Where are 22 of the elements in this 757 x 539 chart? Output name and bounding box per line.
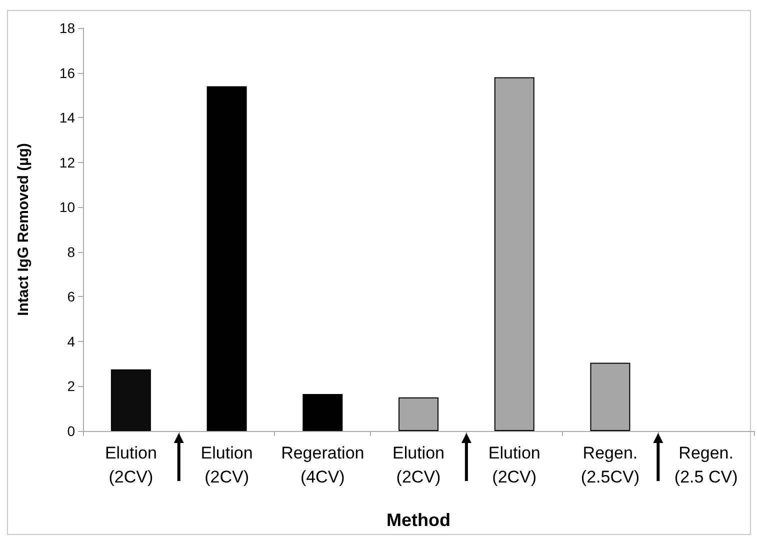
y-tick-label: 12 <box>59 154 76 170</box>
y-tick-label: 6 <box>67 288 76 305</box>
y-axis-title: Intact IgG Removed (µg) <box>15 143 32 316</box>
x-tick-label: Regen. (2.5CV) <box>580 444 640 486</box>
x-tick-label: Regen. (2.5 CV) <box>674 444 738 486</box>
y-tick-label: 10 <box>59 199 76 216</box>
y-tick-label: 2 <box>67 378 76 394</box>
y-tick-label: 0 <box>67 423 76 439</box>
x-axis-title: Method <box>386 510 450 530</box>
y-tick-label: 18 <box>59 20 76 36</box>
y-tick-label: 16 <box>59 64 76 81</box>
x-tick-label: Elution (2CV) <box>392 444 444 486</box>
y-tick-label: 8 <box>67 244 76 260</box>
bar <box>302 394 343 431</box>
bar <box>110 369 151 431</box>
y-tick-label: 14 <box>59 110 76 126</box>
x-tick-label: Regeration (4CV) <box>281 444 364 486</box>
x-tick-label: Elution (2CV) <box>488 444 540 486</box>
y-tick-label: 4 <box>67 333 76 350</box>
x-tick-label: Elution (2CV) <box>200 444 253 486</box>
bar <box>206 86 247 431</box>
x-tick-label: Elution (2CV) <box>104 444 157 486</box>
